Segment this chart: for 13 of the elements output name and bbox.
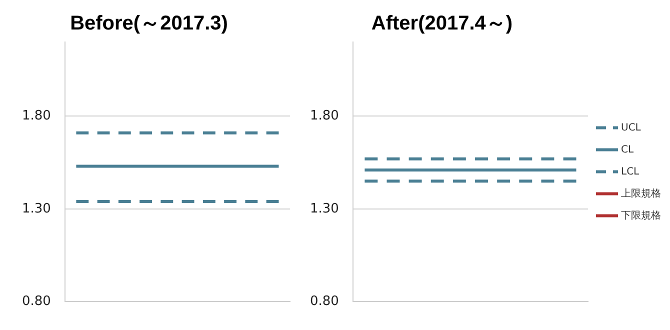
legend-label: CL (621, 144, 634, 156)
legend-label: LCL (621, 166, 640, 178)
legend-label: UCL (621, 122, 642, 134)
y-tick-label: 0.80 (22, 294, 51, 309)
y-tick-label: 0.80 (310, 294, 339, 309)
legend-label: 上限規格 (621, 187, 661, 200)
y-tick-label: 1.80 (310, 108, 339, 124)
y-tick-label: 1.80 (22, 108, 51, 124)
y-tick-label: 1.30 (310, 201, 339, 216)
chart-title: Before(～2017.3) (70, 12, 228, 35)
legend-label: 下限規格 (621, 209, 661, 222)
chart-title: After(2017.4～) (371, 12, 513, 35)
y-tick-label: 1.30 (22, 201, 51, 216)
